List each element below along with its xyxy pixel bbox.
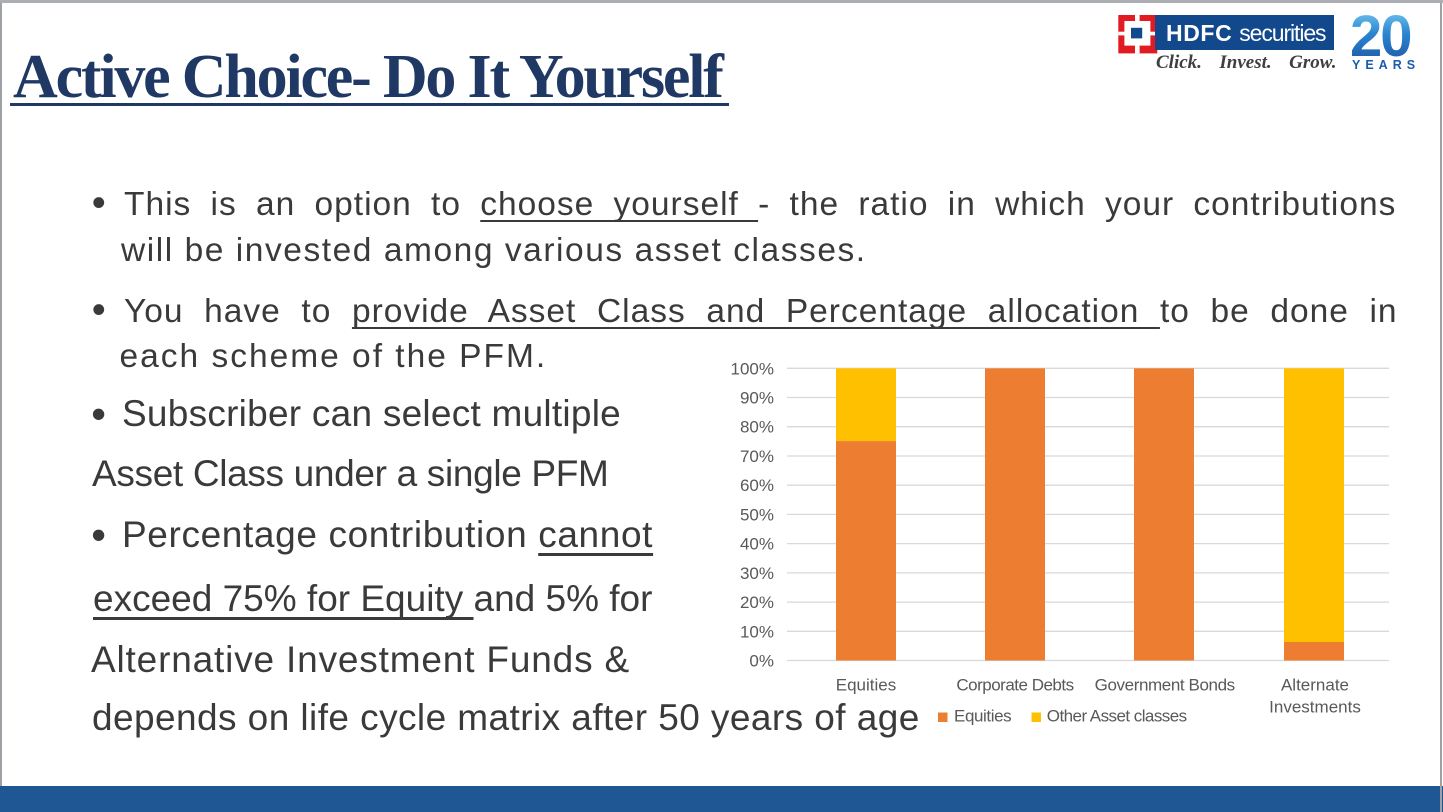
svg-text:30%: 30%: [740, 564, 774, 583]
svg-text:50%: 50%: [740, 505, 774, 524]
svg-text:20%: 20%: [740, 593, 774, 612]
svg-text:90%: 90%: [740, 389, 774, 408]
svg-text:60%: 60%: [740, 476, 774, 495]
svg-text:40%: 40%: [740, 535, 774, 554]
svg-text:20: 20: [1350, 8, 1411, 69]
svg-text:Equities: Equities: [954, 707, 1011, 726]
svg-text:YEARS: YEARS: [1352, 58, 1420, 72]
svg-text:Government Bonds: Government Bonds: [1095, 676, 1235, 695]
svg-text:0%: 0%: [749, 652, 774, 671]
svg-text:10%: 10%: [740, 622, 774, 641]
svg-text:Alternate: Alternate: [1281, 676, 1349, 695]
svg-text:100%: 100%: [731, 359, 774, 378]
svg-text:Other Asset classes: Other Asset classes: [1047, 707, 1187, 726]
svg-text:80%: 80%: [740, 418, 774, 437]
svg-text:70%: 70%: [740, 447, 774, 466]
svg-text:Investments: Investments: [1269, 698, 1361, 717]
svg-text:Corporate Debts: Corporate Debts: [956, 676, 1073, 695]
svg-text:Equities: Equities: [836, 676, 896, 695]
